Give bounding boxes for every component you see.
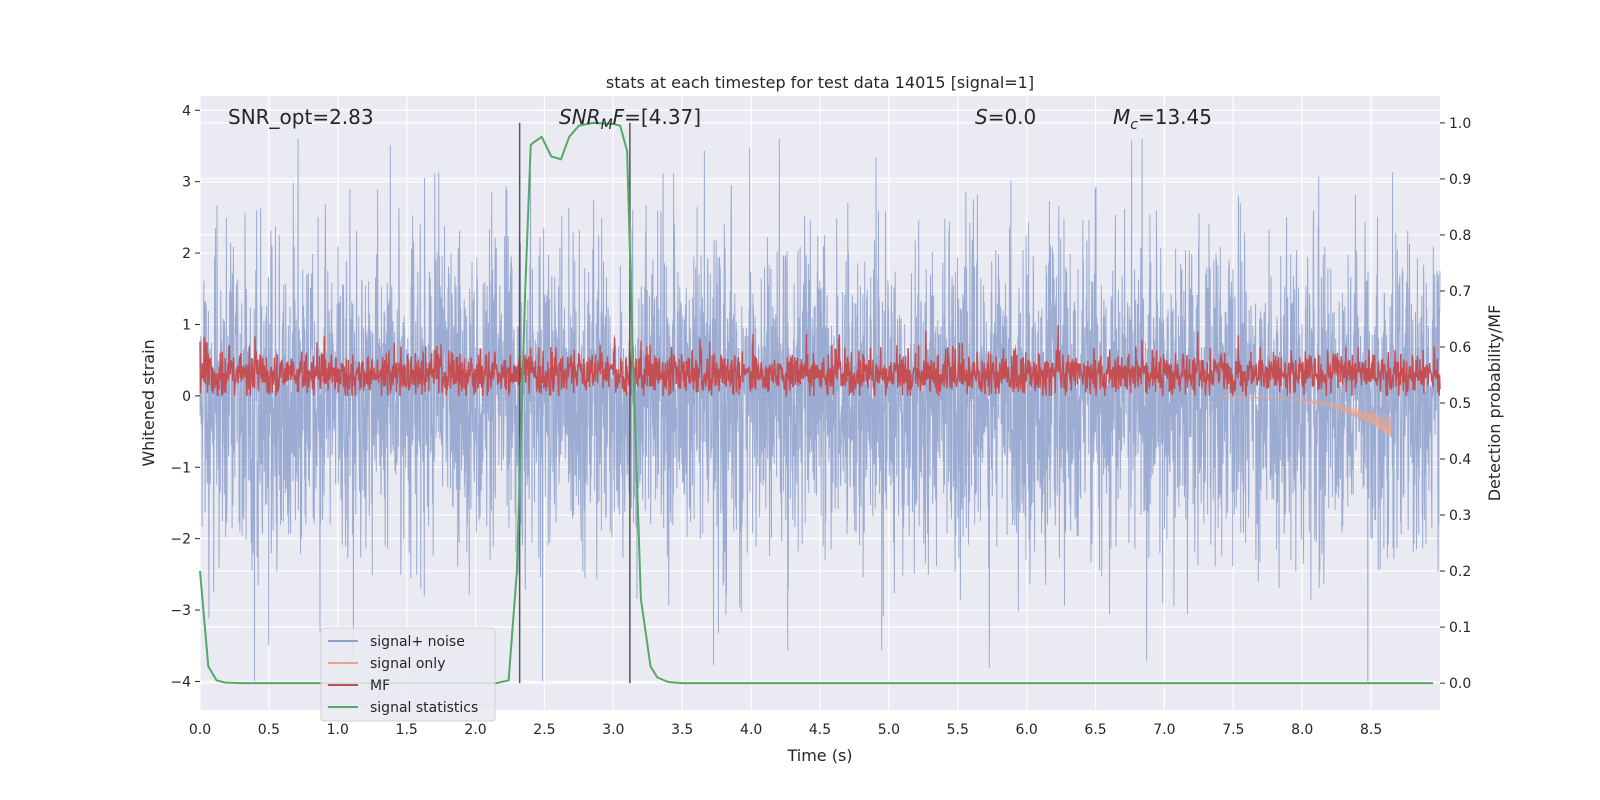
- series-line-signal-only: [1219, 396, 1393, 438]
- y-tick-label-left: −3: [170, 603, 191, 619]
- x-tick-label: 8.0: [1291, 722, 1313, 738]
- legend-box: [320, 627, 496, 722]
- x-tick-label: 2.0: [464, 722, 486, 738]
- series-line-mf: [199, 325, 1441, 399]
- legend-label-signal-statistics: signal statistics: [370, 700, 478, 716]
- y-tick-label-left: −4: [170, 674, 191, 690]
- series-mf: [199, 325, 1441, 399]
- x-tick-label: 7.0: [1153, 722, 1175, 738]
- x-tick-label: 6.5: [1084, 722, 1106, 738]
- x-tick-label: 6.0: [1016, 722, 1038, 738]
- series-signal-only: [1219, 396, 1393, 438]
- legend-label-mf: MF: [370, 678, 390, 694]
- y-tick-label-right: 0.2: [1449, 564, 1471, 580]
- annotation-mc: Mc=13.45: [1113, 105, 1212, 133]
- x-tick-label: 5.0: [878, 722, 900, 738]
- x-tick-label: 3.5: [671, 722, 693, 738]
- axis-ticks: 0.0 0.5 1.0 1.5 2.0 2.5 3.0 3.5 4.0 4.5 5.0 5.5 6.0 6…: [170, 103, 1471, 738]
- series-signal-noise: [199, 138, 1441, 682]
- x-axis-label: Time (s): [786, 746, 852, 765]
- annotation-snr-mf: SNRMF=[4.37]: [559, 105, 701, 133]
- y-tick-label-left: 3: [182, 175, 191, 191]
- series-line-signal-noise: [199, 138, 1441, 682]
- y-axis-label-right: Detection probability/MF: [1485, 305, 1504, 502]
- x-tick-label: 4.0: [740, 722, 762, 738]
- y-tick-label-left: 4: [182, 103, 191, 119]
- x-tick-label: 2.5: [533, 722, 555, 738]
- y-tick-label-left: 0: [182, 389, 191, 405]
- y-tick-label-right: 0.4: [1449, 452, 1471, 468]
- x-tick-label: 0.0: [189, 722, 211, 738]
- y-tick-label-right: 0.8: [1449, 228, 1471, 244]
- chart-title: stats at each timestep for test data 140…: [606, 73, 1034, 92]
- annotation-snr-opt: SNR_opt=2.83: [228, 105, 374, 129]
- x-tick-label: 3.0: [602, 722, 624, 738]
- legend: signal+ noise signal only MF signal stat…: [320, 627, 496, 722]
- y-tick-label-left: 1: [182, 317, 191, 333]
- y-tick-label-right: 0.1: [1449, 620, 1471, 636]
- x-tick-label: 1.0: [327, 722, 349, 738]
- x-tick-label: 5.5: [947, 722, 969, 738]
- x-tick-label: 7.5: [1222, 722, 1244, 738]
- y-tick-label-right: 0.6: [1449, 340, 1471, 356]
- x-tick-label: 0.5: [258, 722, 280, 738]
- y-tick-label-left: −2: [170, 532, 191, 548]
- y-tick-label-left: −1: [170, 460, 191, 476]
- legend-label-signal-only: signal only: [370, 656, 445, 672]
- y-tick-label-right: 0.9: [1449, 172, 1471, 188]
- annotation-s: S=0.0: [975, 105, 1036, 129]
- x-tick-label: 1.5: [396, 722, 418, 738]
- x-tick-label: 4.5: [809, 722, 831, 738]
- y-tick-label-left: 2: [182, 246, 191, 262]
- legend-label-signal-noise: signal+ noise: [370, 634, 465, 650]
- y-axis-label-left: Whitened strain: [139, 339, 158, 466]
- x-tick-label: 8.5: [1360, 722, 1382, 738]
- y-tick-label-right: 0.7: [1449, 284, 1471, 300]
- y-tick-label-right: 0.3: [1449, 508, 1471, 524]
- y-tick-label-right: 0.0: [1449, 676, 1471, 692]
- y-tick-label-right: 1.0: [1449, 116, 1471, 132]
- y-tick-label-right: 0.5: [1449, 396, 1471, 412]
